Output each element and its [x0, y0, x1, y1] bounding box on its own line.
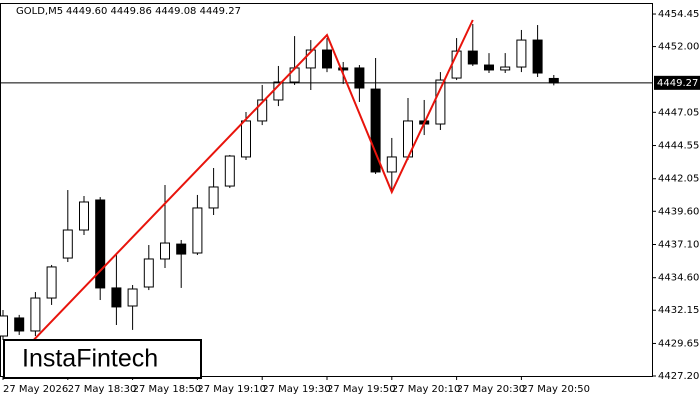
x-tick-label: 27 May 20:50: [521, 384, 590, 395]
candle-body: [386, 156, 397, 173]
candle-body: [176, 243, 187, 255]
candle-body: [305, 49, 316, 69]
candle-body: [500, 66, 511, 71]
candle-body: [224, 155, 235, 187]
candle-body: [241, 120, 251, 158]
candle-body: [160, 242, 170, 260]
logo-box: [3, 339, 202, 379]
candle-body: [46, 266, 57, 299]
candle-body: [143, 258, 154, 288]
y-tick-label: 4434.60: [658, 273, 699, 284]
chart-title: GOLD,M5: [16, 6, 63, 17]
y-tick-label: 4447.05: [658, 107, 699, 118]
candle-body: [14, 317, 25, 332]
quote: 4449.60 4449.86 4449.08 4449.27: [66, 6, 241, 17]
current-price-label: 4449.27: [657, 78, 698, 89]
candle-body: [435, 79, 446, 125]
y-tick-label: 4427.20: [658, 371, 699, 382]
candle-body: [192, 207, 203, 254]
candle-body: [322, 49, 332, 69]
candle-body: [467, 50, 478, 65]
candle-body: [338, 67, 349, 71]
candle-body: [62, 229, 73, 259]
y-tick-label: 4452.00: [658, 42, 699, 53]
y-tick-label: 4444.55: [658, 141, 699, 152]
logo: InstaFintech: [22, 345, 158, 373]
y-tick-label: 4437.10: [658, 239, 699, 250]
y-tick-label: 4429.65: [658, 338, 699, 349]
x-tick-label: 27 May 2026: [3, 384, 68, 395]
candle-body: [0, 315, 8, 337]
y-tick-label: 4439.60: [658, 206, 699, 217]
x-tick-label: 27 May 19:10: [197, 384, 266, 395]
x-tick-label: 27 May 20:10: [392, 384, 461, 395]
candle-body: [354, 67, 365, 89]
x-tick-label: 27 May 19:50: [327, 384, 396, 395]
current-price-box: [654, 75, 700, 90]
candle-body: [484, 64, 494, 71]
pattern-line: [18, 19, 474, 356]
x-tick-label: 27 May 18:50: [133, 384, 202, 395]
y-tick-label: 4442.05: [658, 174, 699, 185]
candle-body: [127, 288, 138, 307]
y-tick-label: 4432.15: [658, 305, 699, 316]
candle-body: [30, 297, 41, 332]
candle-body: [208, 186, 219, 209]
x-tick-label: 27 May 20:30: [457, 384, 526, 395]
candle-body: [370, 88, 381, 173]
x-tick-label: 27 May 18:30: [68, 384, 137, 395]
candle-body: [548, 77, 559, 84]
candle-body: [111, 287, 122, 308]
y-tick-label: 4454.45: [658, 9, 699, 20]
candle-body: [257, 99, 268, 122]
candle-body: [532, 39, 543, 74]
candle-body: [95, 199, 106, 289]
candle-body: [516, 39, 527, 68]
x-tick-label: 27 May 19:30: [262, 384, 331, 395]
candle-body: [79, 201, 89, 231]
